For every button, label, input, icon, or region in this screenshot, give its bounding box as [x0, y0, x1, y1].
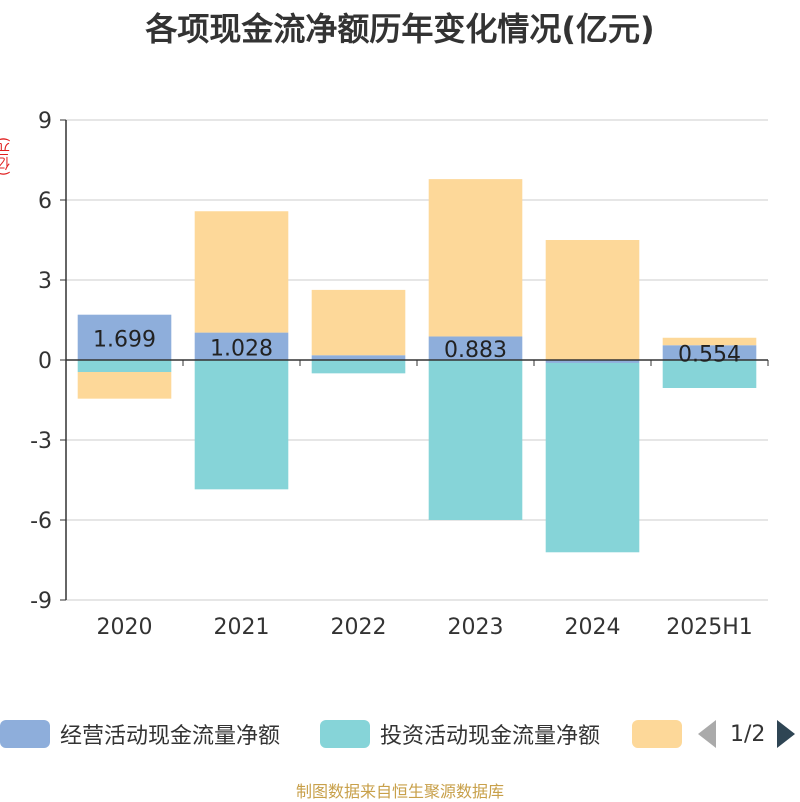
- bar-2021-series-1: [194, 332, 289, 360]
- data-label: 1.028: [210, 336, 273, 361]
- y-tick-label: -9: [30, 589, 52, 614]
- y-tick-label: 0: [38, 349, 52, 374]
- bar-2024-series-1: [545, 360, 640, 363]
- data-label: 0.554: [678, 343, 741, 368]
- y-tick-label: 3: [38, 269, 52, 294]
- y-tick-label: -3: [30, 429, 52, 454]
- legend-label-operating: 经营活动现金流量净额: [60, 724, 281, 749]
- bar-2021-series-3: [194, 211, 289, 333]
- legend-item-financing[interactable]: [632, 716, 682, 752]
- data-label: 1.699: [93, 327, 156, 352]
- bar-2020-series-2: [77, 360, 172, 372]
- legend-item-operating[interactable]: 经营活动现金流量净额: [0, 716, 280, 752]
- bar-2022-series-1: [311, 355, 406, 360]
- y-tick-label: -6: [30, 509, 52, 534]
- x-tick-label: 2024: [565, 615, 621, 640]
- legend-pager: 1/2: [698, 716, 796, 752]
- bar-2021-series-2: [194, 360, 289, 490]
- legend-next-page-icon[interactable]: [777, 720, 796, 748]
- data-source-note: 制图数据来自恒生聚源数据库: [295, 782, 504, 801]
- legend-page-indicator: 1/2: [730, 721, 766, 747]
- x-tick-label: 2022: [331, 615, 387, 640]
- x-tick-label: 2021: [214, 615, 270, 640]
- bar-2022-series-3: [311, 289, 406, 356]
- data-label: 0.883: [444, 338, 507, 363]
- bar-2023-series-3: [428, 179, 523, 337]
- bar-2023-series-1: [428, 336, 523, 360]
- x-tick-label: 2020: [97, 615, 153, 640]
- chart-title: 各项现金流净额历年变化情况(亿元): [145, 10, 655, 48]
- bar-2025H1-series-1: [662, 345, 757, 360]
- legend-swatch-operating: [0, 720, 50, 748]
- legend-swatch-investing: [320, 720, 370, 748]
- x-tick-label: 2025H1: [666, 615, 753, 640]
- legend-label-investing: 投资活动现金流量净额: [380, 724, 601, 749]
- legend-item-investing[interactable]: 投资活动现金流量净额: [320, 716, 600, 752]
- bar-2025H1-series-3: [662, 337, 757, 346]
- bar-2023-series-2: [428, 360, 523, 520]
- bar-2025H1-series-2: [662, 360, 757, 388]
- y-tick-label: 6: [38, 189, 52, 214]
- legend-prev-page-icon[interactable]: [698, 720, 716, 748]
- bar-2022-series-2: [311, 360, 406, 374]
- bar-2020-series-1: [77, 314, 172, 360]
- bar-2024-series-3: [545, 240, 640, 360]
- bar-2020-series-3: [77, 372, 172, 399]
- bar-2024-series-2: [545, 362, 640, 553]
- legend-swatch-financing: [632, 720, 682, 748]
- y-tick-label: 9: [38, 109, 52, 134]
- x-tick-label: 2023: [448, 615, 504, 640]
